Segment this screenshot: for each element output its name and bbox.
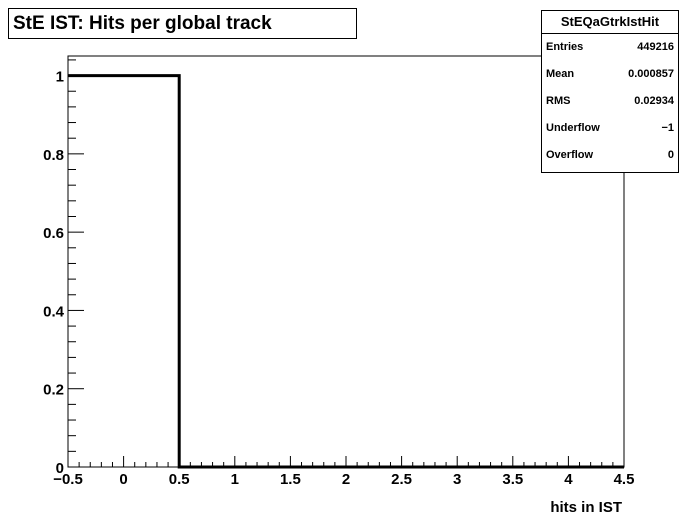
stats-row-value: 0 xyxy=(667,149,674,161)
y-tick-label: 1 xyxy=(56,69,64,86)
x-tick-label: 0 xyxy=(119,471,127,488)
y-tick-label: 0.8 xyxy=(43,147,64,164)
stats-row-label: Entries xyxy=(546,41,584,53)
stats-row: Overflow 0 xyxy=(542,142,678,169)
stats-row: Entries 449216 xyxy=(542,34,678,61)
histogram-line xyxy=(68,74,624,469)
y-tick-label: 0.6 xyxy=(43,225,64,242)
stats-row: RMS 0.02934 xyxy=(542,88,678,115)
x-tick-label: 0.5 xyxy=(169,471,190,488)
stats-row-value: 0.000857 xyxy=(628,68,674,80)
stats-box-name: StEQaGtrkIstHit xyxy=(542,11,678,34)
stats-row-label: RMS xyxy=(546,95,571,107)
y-axis: 0 0.2 0.4 0.6 0.8 1 xyxy=(43,59,84,477)
x-tick-label: 2.5 xyxy=(391,471,412,488)
x-tick-label: 3.5 xyxy=(502,471,523,488)
stats-row-label: Mean xyxy=(546,68,575,80)
x-axis: −0.5 0 0.5 1 1.5 2 2.5 3 3.5 4 4.5 xyxy=(53,456,634,488)
stats-row-label: Overflow xyxy=(546,149,594,161)
histogram-series xyxy=(68,74,624,469)
stats-row-value: −1 xyxy=(661,122,674,134)
y-tick-label: 0.4 xyxy=(43,303,65,320)
x-tick-label: 1.5 xyxy=(280,471,301,488)
chart-title: StE IST: Hits per global track xyxy=(8,8,357,39)
y-tick-label: 0.2 xyxy=(43,382,64,399)
x-axis-label: hits in IST xyxy=(550,499,622,516)
x-tick-label: 4.5 xyxy=(614,471,635,488)
stats-row: Mean 0.000857 xyxy=(542,61,678,88)
stats-row: Underflow −1 xyxy=(542,115,678,142)
x-tick-label: 2 xyxy=(342,471,350,488)
x-tick-label: 1 xyxy=(231,471,239,488)
stats-row-value: 449216 xyxy=(637,41,674,53)
stats-row-value: 0.02934 xyxy=(634,95,674,107)
x-tick-label: 3 xyxy=(453,471,461,488)
x-tick-label: 4 xyxy=(564,471,573,488)
stats-row-label: Underflow xyxy=(546,122,600,134)
stats-box: StEQaGtrkIstHit Entries 449216 Mean 0.00085… xyxy=(541,10,679,173)
x-tick-label: −0.5 xyxy=(53,471,83,488)
y-tick-label: 0 xyxy=(56,460,64,477)
